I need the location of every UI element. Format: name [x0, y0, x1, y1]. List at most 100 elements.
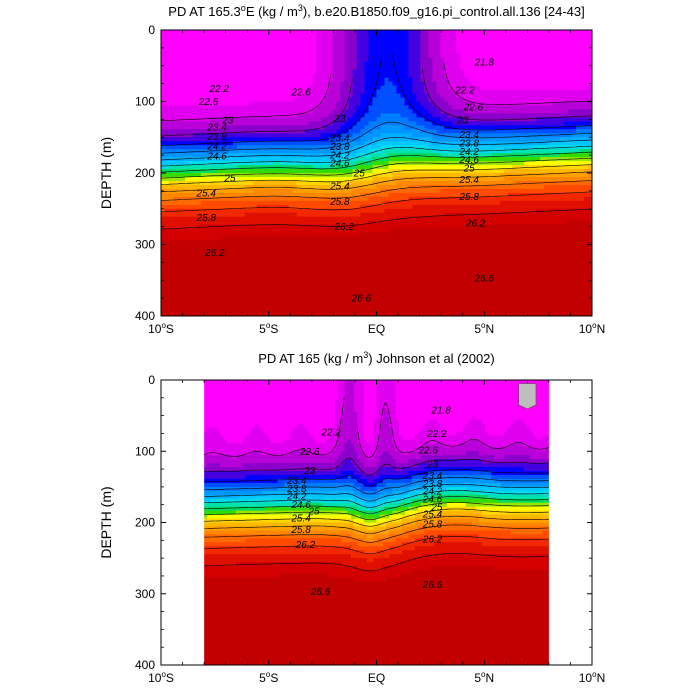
field-cell [388, 169, 394, 174]
field-cell [380, 268, 386, 273]
field-cell [404, 113, 410, 118]
field-cell [300, 300, 306, 305]
field-cell [368, 113, 374, 118]
field-cell [216, 65, 222, 71]
field-cell [216, 145, 222, 150]
field-cell [320, 216, 326, 222]
field-cell [188, 101, 194, 107]
field-cell [284, 37, 290, 43]
field-cell [252, 184, 258, 190]
field-cell [308, 244, 314, 250]
field-cell [244, 141, 250, 146]
field-cell [164, 73, 170, 79]
field-cell [244, 173, 250, 178]
field-cell [224, 244, 230, 250]
field-cell [232, 41, 238, 47]
field-cell [372, 196, 378, 202]
field-cell [388, 232, 394, 238]
field-cell [384, 184, 390, 190]
field-cell [288, 161, 294, 166]
field-cell [200, 133, 206, 138]
field-cell [212, 264, 218, 269]
field-cell [328, 61, 334, 67]
field-cell [212, 176, 218, 182]
field-cell [292, 41, 298, 47]
field-cell [288, 308, 294, 313]
field-cell [236, 300, 242, 305]
field-cell [244, 153, 250, 158]
field-cell [276, 129, 282, 134]
field-cell [396, 49, 402, 55]
field-cell [188, 77, 194, 83]
field-cell [412, 49, 418, 55]
field-cell [172, 65, 178, 71]
field-cell [212, 101, 218, 107]
field-cell [352, 109, 358, 115]
field-cell [304, 192, 310, 198]
field-cell [376, 49, 382, 55]
field-cell [216, 212, 222, 218]
field-cell [300, 85, 306, 91]
field-cell [260, 69, 266, 75]
field-cell [260, 248, 266, 254]
field-cell [168, 149, 174, 154]
field-cell [416, 284, 421, 289]
field-cell [268, 300, 274, 305]
field-cell [248, 73, 254, 79]
field-cell [264, 65, 270, 71]
field-cell [376, 228, 382, 234]
field-cell [360, 180, 366, 186]
field-cell [320, 288, 326, 293]
field-cell [224, 141, 230, 146]
field-cell [204, 165, 210, 170]
field-cell [308, 93, 314, 99]
field-cell [344, 292, 350, 297]
field-cell [304, 61, 310, 67]
field-cell [416, 113, 421, 118]
field-cell [340, 264, 346, 269]
field-cell [212, 149, 218, 154]
field-cell [240, 272, 246, 277]
field-cell [328, 248, 334, 254]
field-cell [180, 73, 186, 79]
field-cell [356, 101, 362, 107]
field-cell [324, 308, 330, 313]
field-cell [204, 192, 210, 198]
field-cell [276, 308, 282, 313]
field-cell [264, 69, 270, 75]
field-cell [192, 49, 198, 55]
field-cell [176, 49, 182, 55]
field-cell [332, 200, 338, 206]
field-cell [300, 212, 306, 218]
field-cell [384, 33, 390, 39]
field-cell [292, 125, 298, 130]
field-cell [424, 101, 429, 107]
field-cell [316, 304, 322, 309]
field-cell [248, 216, 254, 222]
field-cell [336, 93, 342, 99]
field-cell [396, 280, 402, 285]
field-cell [232, 57, 238, 63]
field-cell [284, 296, 290, 301]
field-cell [244, 113, 250, 118]
field-cell [332, 240, 338, 246]
field-cell [356, 272, 362, 277]
field-cell [236, 308, 242, 313]
field-cell [376, 105, 382, 111]
field-cell [308, 77, 314, 83]
field-cell [224, 240, 230, 246]
field-cell [400, 53, 406, 59]
field-cell [168, 141, 174, 146]
field-cell [192, 133, 198, 138]
field-cell [188, 264, 194, 269]
field-cell [216, 137, 222, 142]
field-cell [228, 161, 234, 166]
field-cell [424, 204, 429, 210]
field-cell [252, 33, 258, 39]
field-cell [284, 65, 290, 71]
field-cell [372, 37, 378, 43]
field-cell [272, 284, 278, 289]
field-cell [392, 45, 398, 51]
field-cell [364, 304, 370, 309]
field-cell [432, 45, 437, 51]
